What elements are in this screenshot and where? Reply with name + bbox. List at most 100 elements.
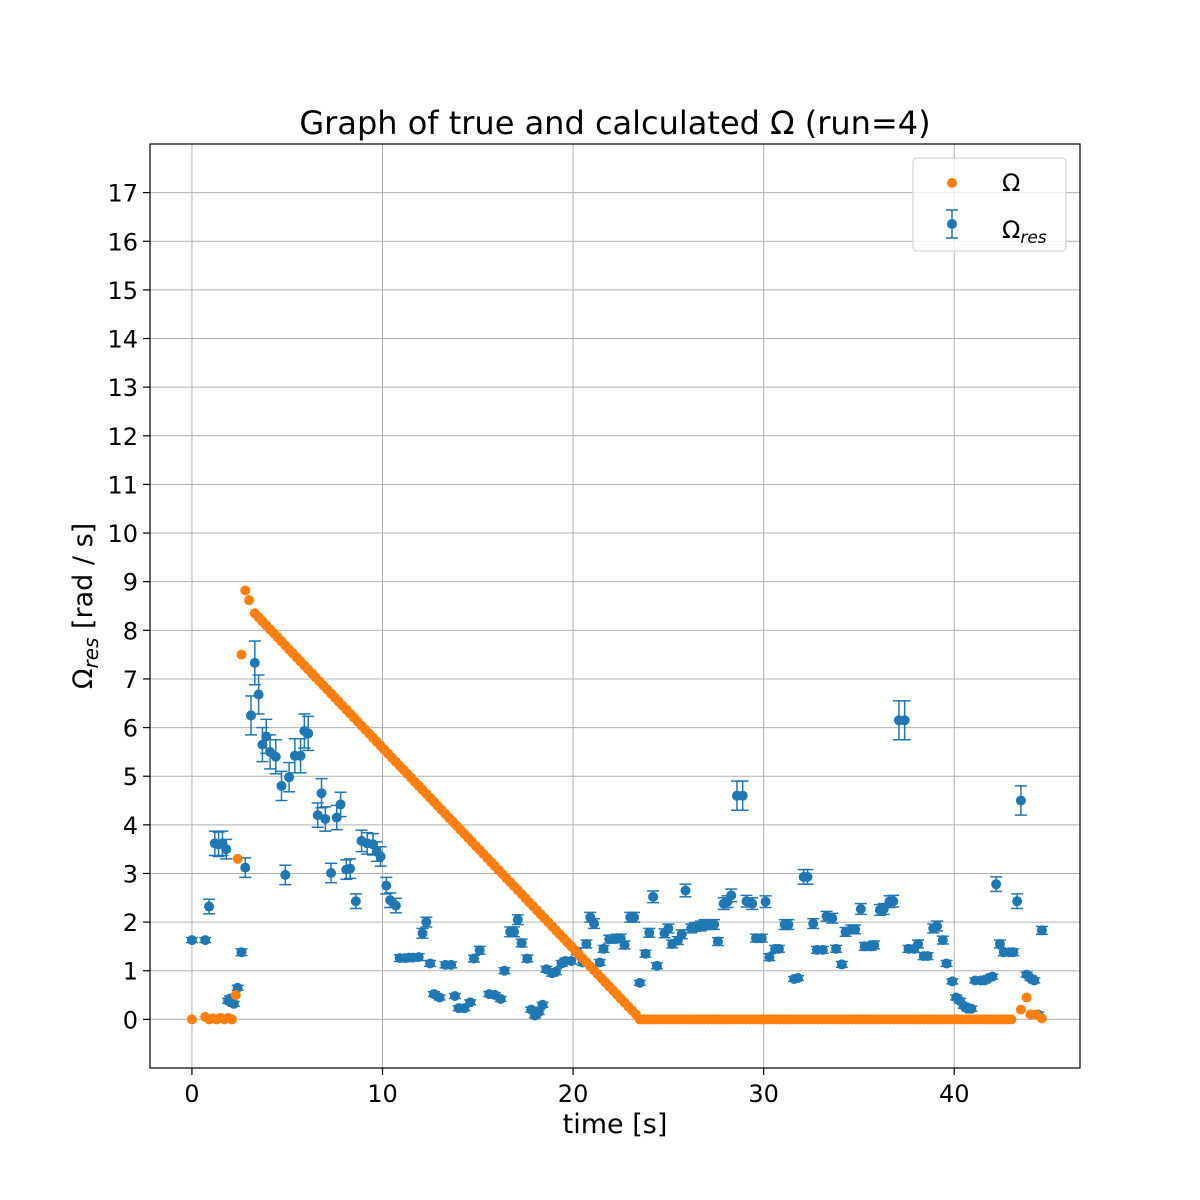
x-tick-label: 30 — [748, 1080, 779, 1108]
data-point-omega-res — [417, 928, 428, 939]
data-point-omega-res — [581, 938, 592, 949]
y-tick-label: 1 — [123, 958, 138, 986]
data-point-omega-res — [644, 927, 655, 938]
x-tick-label: 40 — [939, 1080, 970, 1108]
data-point-omega — [232, 853, 243, 864]
data-point-omega-res — [878, 903, 889, 914]
legend-label-omega-res-main: Ω — [1002, 216, 1020, 244]
y-tick-label: 15 — [107, 277, 138, 305]
data-point-omega-res — [350, 896, 361, 907]
data-point-omega-res — [747, 898, 758, 909]
data-point-omega-res — [468, 953, 479, 964]
data-point-omega-res — [276, 780, 287, 791]
x-axis-label: time [s] — [563, 1109, 668, 1140]
plot-series — [185, 585, 1048, 1025]
data-point-omega-res — [855, 903, 866, 914]
data-point-omega-res — [994, 938, 1005, 949]
data-point-omega-res — [598, 943, 609, 954]
data-point-omega — [226, 1014, 237, 1025]
data-point-omega-res — [932, 920, 943, 931]
data-point-omega-res — [326, 867, 337, 878]
data-point-omega-res — [899, 715, 910, 726]
legend-marker-omega-res — [946, 209, 958, 239]
data-point-omega-res — [381, 880, 392, 891]
data-point-omega-res — [221, 844, 232, 855]
series-omega — [186, 585, 1047, 1025]
data-point-omega-res — [495, 993, 506, 1004]
data-point-omega-res — [937, 935, 948, 946]
data-point-omega-res — [888, 896, 899, 907]
data-point-omega-res — [270, 751, 281, 762]
data-point-omega-res — [320, 814, 331, 825]
plot-frame — [149, 143, 1081, 1069]
data-point-omega-res — [1029, 975, 1040, 986]
data-point-omega-res — [390, 900, 401, 911]
data-point-omega-res — [331, 812, 342, 823]
data-point-omega-res — [922, 951, 933, 962]
y-tick-label: 14 — [107, 326, 138, 354]
data-point-omega — [244, 595, 255, 606]
data-point-omega-res — [941, 958, 952, 969]
data-point-omega-res — [204, 901, 215, 912]
data-point-omega-res — [619, 939, 630, 950]
data-point-omega-res — [991, 879, 1002, 890]
data-point-omega-res — [773, 943, 784, 954]
y-tick-label: 0 — [123, 1006, 138, 1034]
legend-error-point — [947, 219, 957, 229]
y-axis-label: Ωres [rad / s] — [68, 523, 103, 689]
data-point-omega — [1015, 1004, 1026, 1015]
data-point-omega-res — [1015, 795, 1026, 806]
data-point-omega-res — [629, 912, 640, 923]
data-point-omega-res — [802, 871, 813, 882]
chart-title: Graph of true and calculated Ω (run=4) — [299, 104, 930, 142]
x-tick-label: 20 — [558, 1080, 589, 1108]
data-point-omega-res — [186, 935, 197, 946]
data-point-omega-res — [261, 731, 272, 742]
data-point-omega-res — [808, 918, 819, 929]
data-point-omega-res — [817, 944, 828, 955]
data-point-omega — [186, 1014, 197, 1025]
data-point-omega-res — [709, 919, 720, 930]
y-tick-label: 2 — [123, 909, 138, 937]
data-point-omega-res — [499, 965, 510, 976]
data-point-omega-res — [425, 958, 436, 969]
legend: Ω Ωres — [912, 157, 1067, 252]
x-tick-label: 10 — [367, 1080, 398, 1108]
data-point-omega-res — [228, 998, 239, 1009]
data-point-omega-res — [246, 710, 257, 721]
y-axis-label-main: Ω — [68, 669, 99, 690]
data-point-omega-res — [303, 728, 314, 739]
y-tick-label: 8 — [123, 617, 138, 645]
y-tick-label: 4 — [123, 812, 138, 840]
y-axis-label-sub: res — [79, 638, 103, 669]
data-point-omega-res — [792, 973, 803, 984]
data-point-omega-res — [827, 913, 838, 924]
y-tick-label: 6 — [123, 715, 138, 743]
series-omega-res — [185, 640, 1048, 1021]
data-point-omega-res — [726, 890, 737, 901]
data-point-omega-res — [589, 918, 600, 929]
data-point-omega-res — [1036, 925, 1047, 936]
data-point-omega-res — [516, 938, 527, 949]
data-point-omega-res — [345, 863, 356, 874]
data-point-omega-res — [1008, 947, 1019, 958]
data-point-omega-res — [987, 971, 998, 982]
data-point-omega-res — [253, 689, 264, 700]
data-point-omega-res — [200, 935, 211, 946]
data-point-omega — [236, 649, 247, 660]
data-point-omega-res — [850, 924, 861, 935]
legend-label-omega-res-sub: res — [1020, 228, 1046, 248]
data-point-omega-res — [474, 945, 485, 956]
data-point-omega-res — [1012, 896, 1023, 907]
data-point-omega-res — [764, 952, 775, 963]
data-point-omega-res — [375, 851, 386, 862]
data-point-omega-res — [249, 657, 260, 668]
x-tick-label: 0 — [184, 1080, 199, 1108]
data-point-omega-res — [449, 991, 460, 1002]
data-point-omega-res — [295, 750, 306, 761]
data-point-omega-res — [413, 952, 424, 963]
data-point-omega-res — [257, 739, 268, 750]
data-point-omega-res — [446, 959, 457, 970]
